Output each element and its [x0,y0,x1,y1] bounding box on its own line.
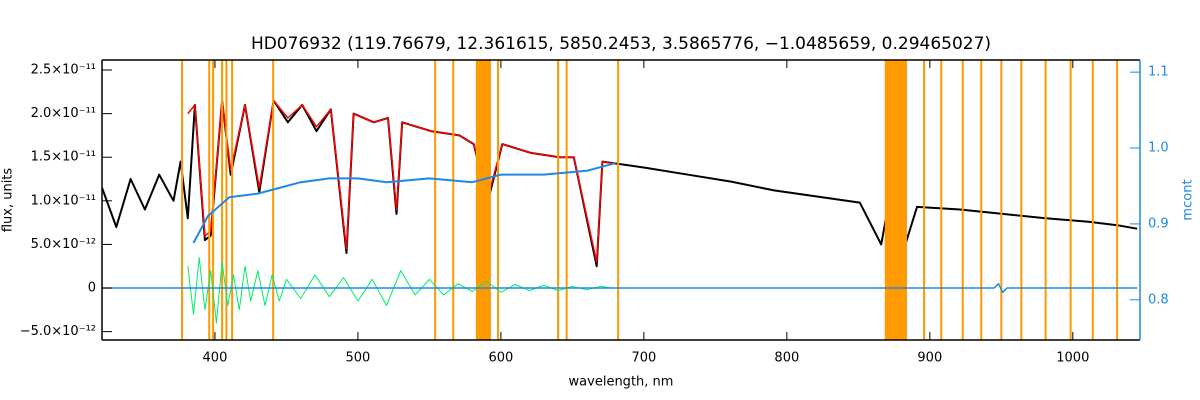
mask-band [1020,60,1023,340]
y2-axis-label: mcont [1181,179,1196,220]
x-tick-label: 800 [774,351,799,366]
spectrum-line [102,282,1138,294]
y-tick-label: 0 [88,281,96,296]
y-axis-label: flux, units [1,168,16,233]
mask-band [231,60,234,340]
mask-band [557,60,560,340]
mask-band [617,60,620,340]
mask-band [1044,60,1047,340]
mask-band [1116,60,1119,340]
mask-band [923,60,926,340]
y2-tick-label: 1.0 [1148,141,1169,156]
y-tick-label: 1.0×10⁻¹¹ [31,193,96,208]
mask-band [208,60,211,340]
mask-band [434,60,437,340]
mask-band [565,60,568,340]
x-tick-label: 900 [917,351,942,366]
mask-band [1000,60,1003,340]
y-tick-label: 1.5×10⁻¹¹ [31,150,96,165]
mask-band [1069,60,1072,340]
chart-title: HD076932 (119.76679, 12.361615, 5850.245… [251,34,991,54]
y2-tick-label: 0.8 [1148,292,1169,307]
plot-area [102,60,1138,340]
mask-band [1091,60,1094,340]
mask-band [272,60,275,340]
x-tick-label: 600 [488,351,513,366]
x-tick-label: 1000 [1056,351,1089,366]
mask-band [221,60,224,340]
x-axis-label: wavelength, nm [569,375,674,390]
x-tick-label: 700 [631,351,656,366]
mask-band [884,60,907,340]
mask-band [497,60,500,340]
mask-band [940,60,943,340]
mask-band [452,60,455,340]
spectrum-line [187,257,612,324]
spectrum-line [187,99,617,263]
y-tick-label: 5.0×10⁻¹² [31,237,96,252]
y-tick-label: −5.0×10⁻¹² [20,324,96,339]
mask-band [212,60,215,340]
mask-band [181,60,184,340]
x-tick-label: 500 [346,351,371,366]
mask-band [475,60,491,340]
y2-tick-label: 0.9 [1148,216,1169,231]
y-tick-label: 2.0×10⁻¹¹ [31,106,96,121]
y-tick-label: 2.5×10⁻¹¹ [31,63,96,78]
y2-tick-label: 1.1 [1148,65,1169,80]
mask-band [961,60,964,340]
x-tick-label: 400 [203,351,228,366]
spectrum-line [192,162,616,244]
mask-band [980,60,983,340]
